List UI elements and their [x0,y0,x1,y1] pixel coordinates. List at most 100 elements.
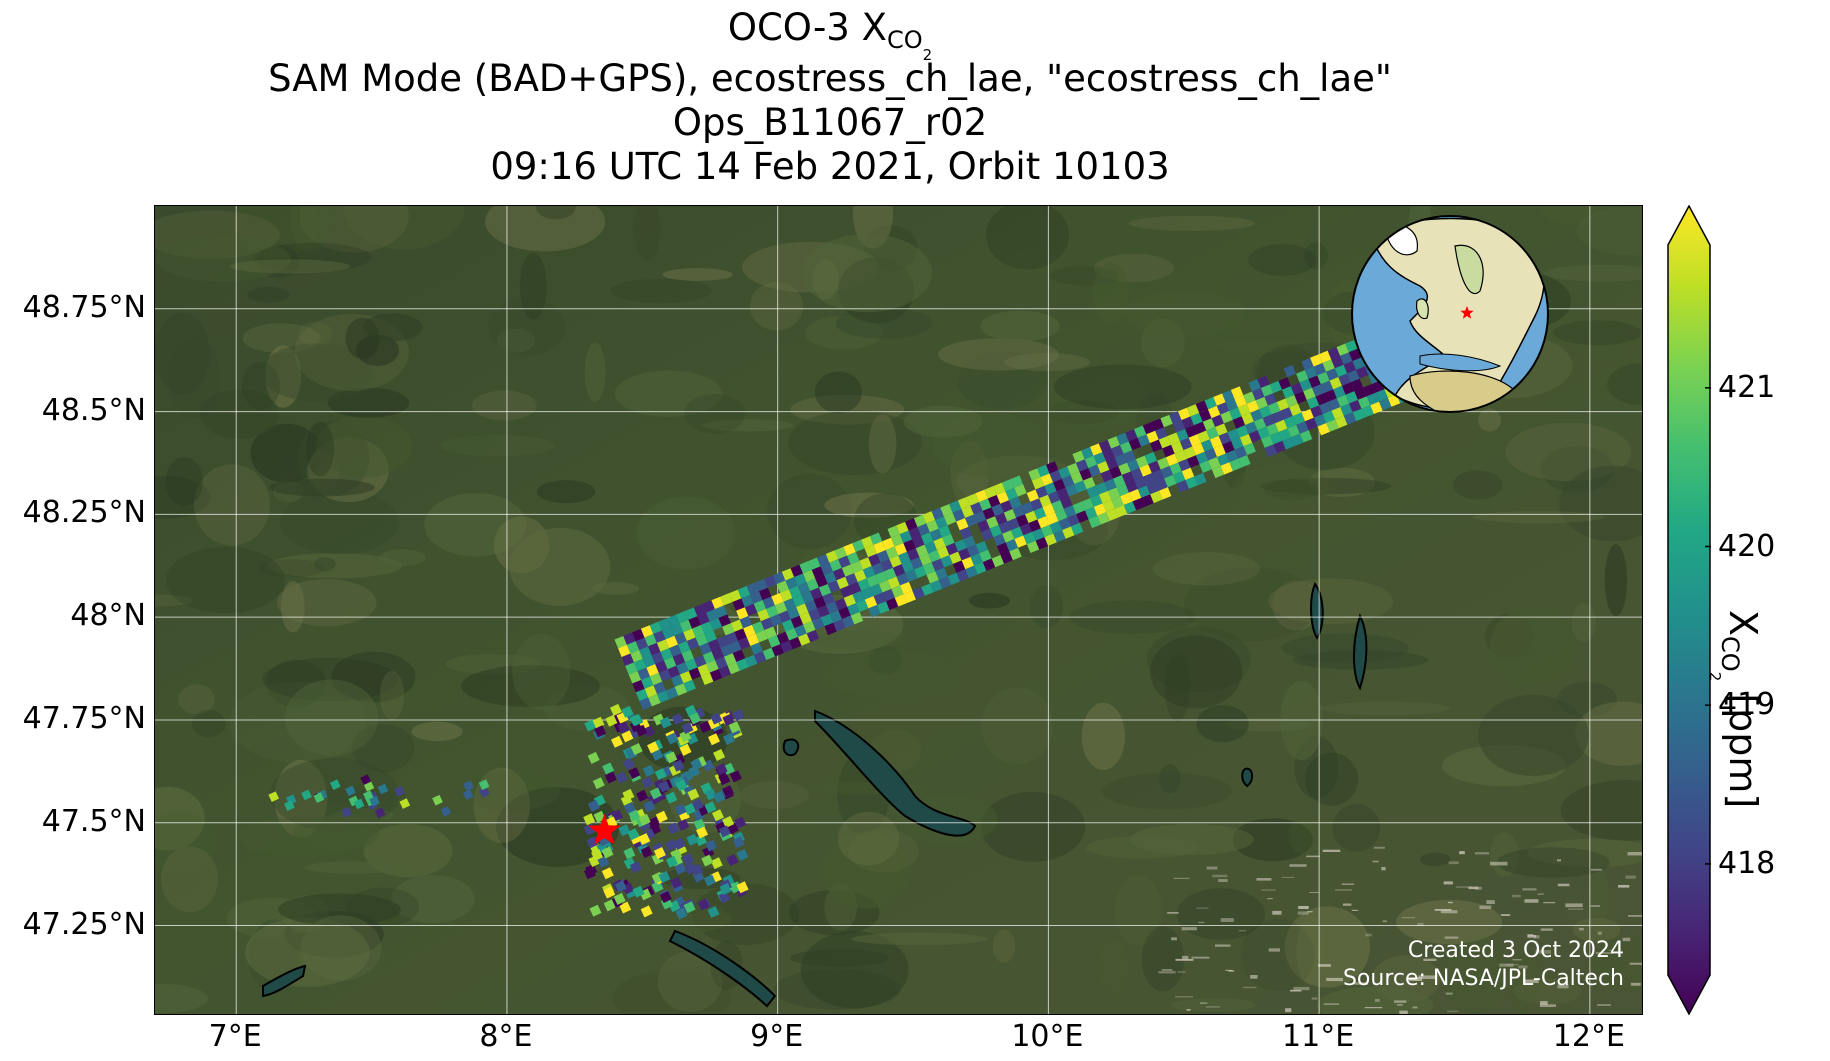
xco2-sounding [630,743,643,756]
xco2-sounding [1322,359,1335,372]
terrain-patch [1036,368,1149,428]
xco2-sounding [993,533,1006,547]
xco2-sounding [685,607,698,620]
xco2-sounding [1178,407,1191,421]
terrain-patch [192,709,226,738]
terrain-patch [512,633,571,710]
xco2-sounding [672,653,686,666]
xco2-sounding [1305,417,1318,431]
xco2-sounding [1160,466,1174,479]
terrain-patch [992,929,1016,963]
xco2-sounding [764,626,777,639]
xco2-sounding [716,635,730,648]
xco2-sounding [981,528,994,541]
xco2-sounding [1104,478,1117,492]
xco2-sounding [1338,373,1351,386]
terrain-patch [155,236,291,282]
xco2-sounding [1070,522,1084,536]
snow-patch [1293,987,1310,991]
xco2-sounding [924,541,937,554]
xco2-sounding [684,704,697,717]
xco2-sounding [979,549,992,563]
snow-patch [1326,977,1343,982]
xco2-sounding [656,639,670,652]
terrain-patch [1053,364,1192,410]
xco2-sounding [693,603,707,617]
terrain-patch [868,645,903,675]
xco2-sounding [603,886,616,899]
xco2-sounding [887,576,901,589]
xco2-sounding [760,617,774,631]
xco2-sounding [973,510,987,524]
terrain-patch [1559,465,1642,542]
xco2-sounding [618,824,631,837]
xco2-sounding [713,748,726,761]
snow-patch [1322,849,1341,852]
xco2-sounding [693,818,706,831]
xco2-sounding [1146,430,1159,444]
xco2-sounding [1218,432,1232,445]
terrain-patch [1004,353,1091,372]
xco2-sounding [1065,484,1078,497]
xco2-sounding [833,567,846,581]
terrain-patch [1553,320,1642,346]
terrain-patch [1305,752,1359,806]
xco2-sounding [623,801,636,814]
xco2-sounding [1072,501,1085,515]
terrain-patch [1152,552,1261,586]
xco2-sounding [789,636,802,650]
xco2-sounding [341,806,353,818]
xco2-sounding [790,564,803,578]
xco2-sounding [679,619,693,633]
xco2-sounding [1328,398,1341,411]
xco2-sounding [1035,537,1049,550]
xco2-sounding [1229,458,1242,472]
xco2-sounding [665,686,679,700]
terrain-patch [1489,607,1577,685]
xco2-sounding [646,664,659,677]
xco2-sounding [693,655,707,668]
snow-patch [1341,883,1354,885]
xco2-sounding [706,660,719,673]
credit-created: Created 3 Oct 2024 [1407,938,1624,963]
xco2-sounding [787,606,800,620]
xco2-sounding [991,503,1004,517]
map-panel[interactable]: Created 3 Oct 2024 Source: NASA/JPL-Calt… [154,205,1643,1015]
xco2-sounding [1266,423,1279,436]
xco2-sounding [1040,524,1054,538]
xco2-sounding [1188,434,1202,447]
xco2-sounding [667,614,680,627]
xco2-sounding [861,587,874,600]
terrain-patch [155,812,216,874]
xco2-sounding [463,780,474,791]
xco2-sounding [1317,423,1330,436]
xco2-sounding [718,773,731,786]
xco2-sounding [1113,475,1126,488]
xco2-sounding [1014,484,1027,497]
terrain-patch [692,883,799,945]
xco2-sounding [1283,416,1297,429]
xco2-sounding [882,588,895,602]
xco2-sounding [977,519,990,533]
terrain-patch [1102,772,1233,810]
lake-ammersee [1352,613,1368,691]
snow-patch [1186,1009,1191,1011]
xco2-sounding [961,556,975,570]
xco2-sounding [722,815,735,828]
xco2-sounding [737,586,751,599]
xco2-sounding [707,906,720,919]
xco2-sounding [882,537,895,551]
xco2-sounding [847,603,860,616]
snow-patch [1625,875,1636,879]
snow-patch [1205,1006,1221,1008]
xco2-sounding [1055,508,1068,522]
terrain-patch [1472,511,1605,524]
xco2-sounding [1220,411,1233,424]
xco2-sounding [1227,428,1240,442]
xco2-sounding [732,649,746,662]
xco2-sounding [586,836,599,849]
xco2-sounding [647,816,660,829]
terrain-patch [424,493,527,557]
xco2-sounding [1296,421,1309,434]
xco2-sounding [671,713,684,726]
